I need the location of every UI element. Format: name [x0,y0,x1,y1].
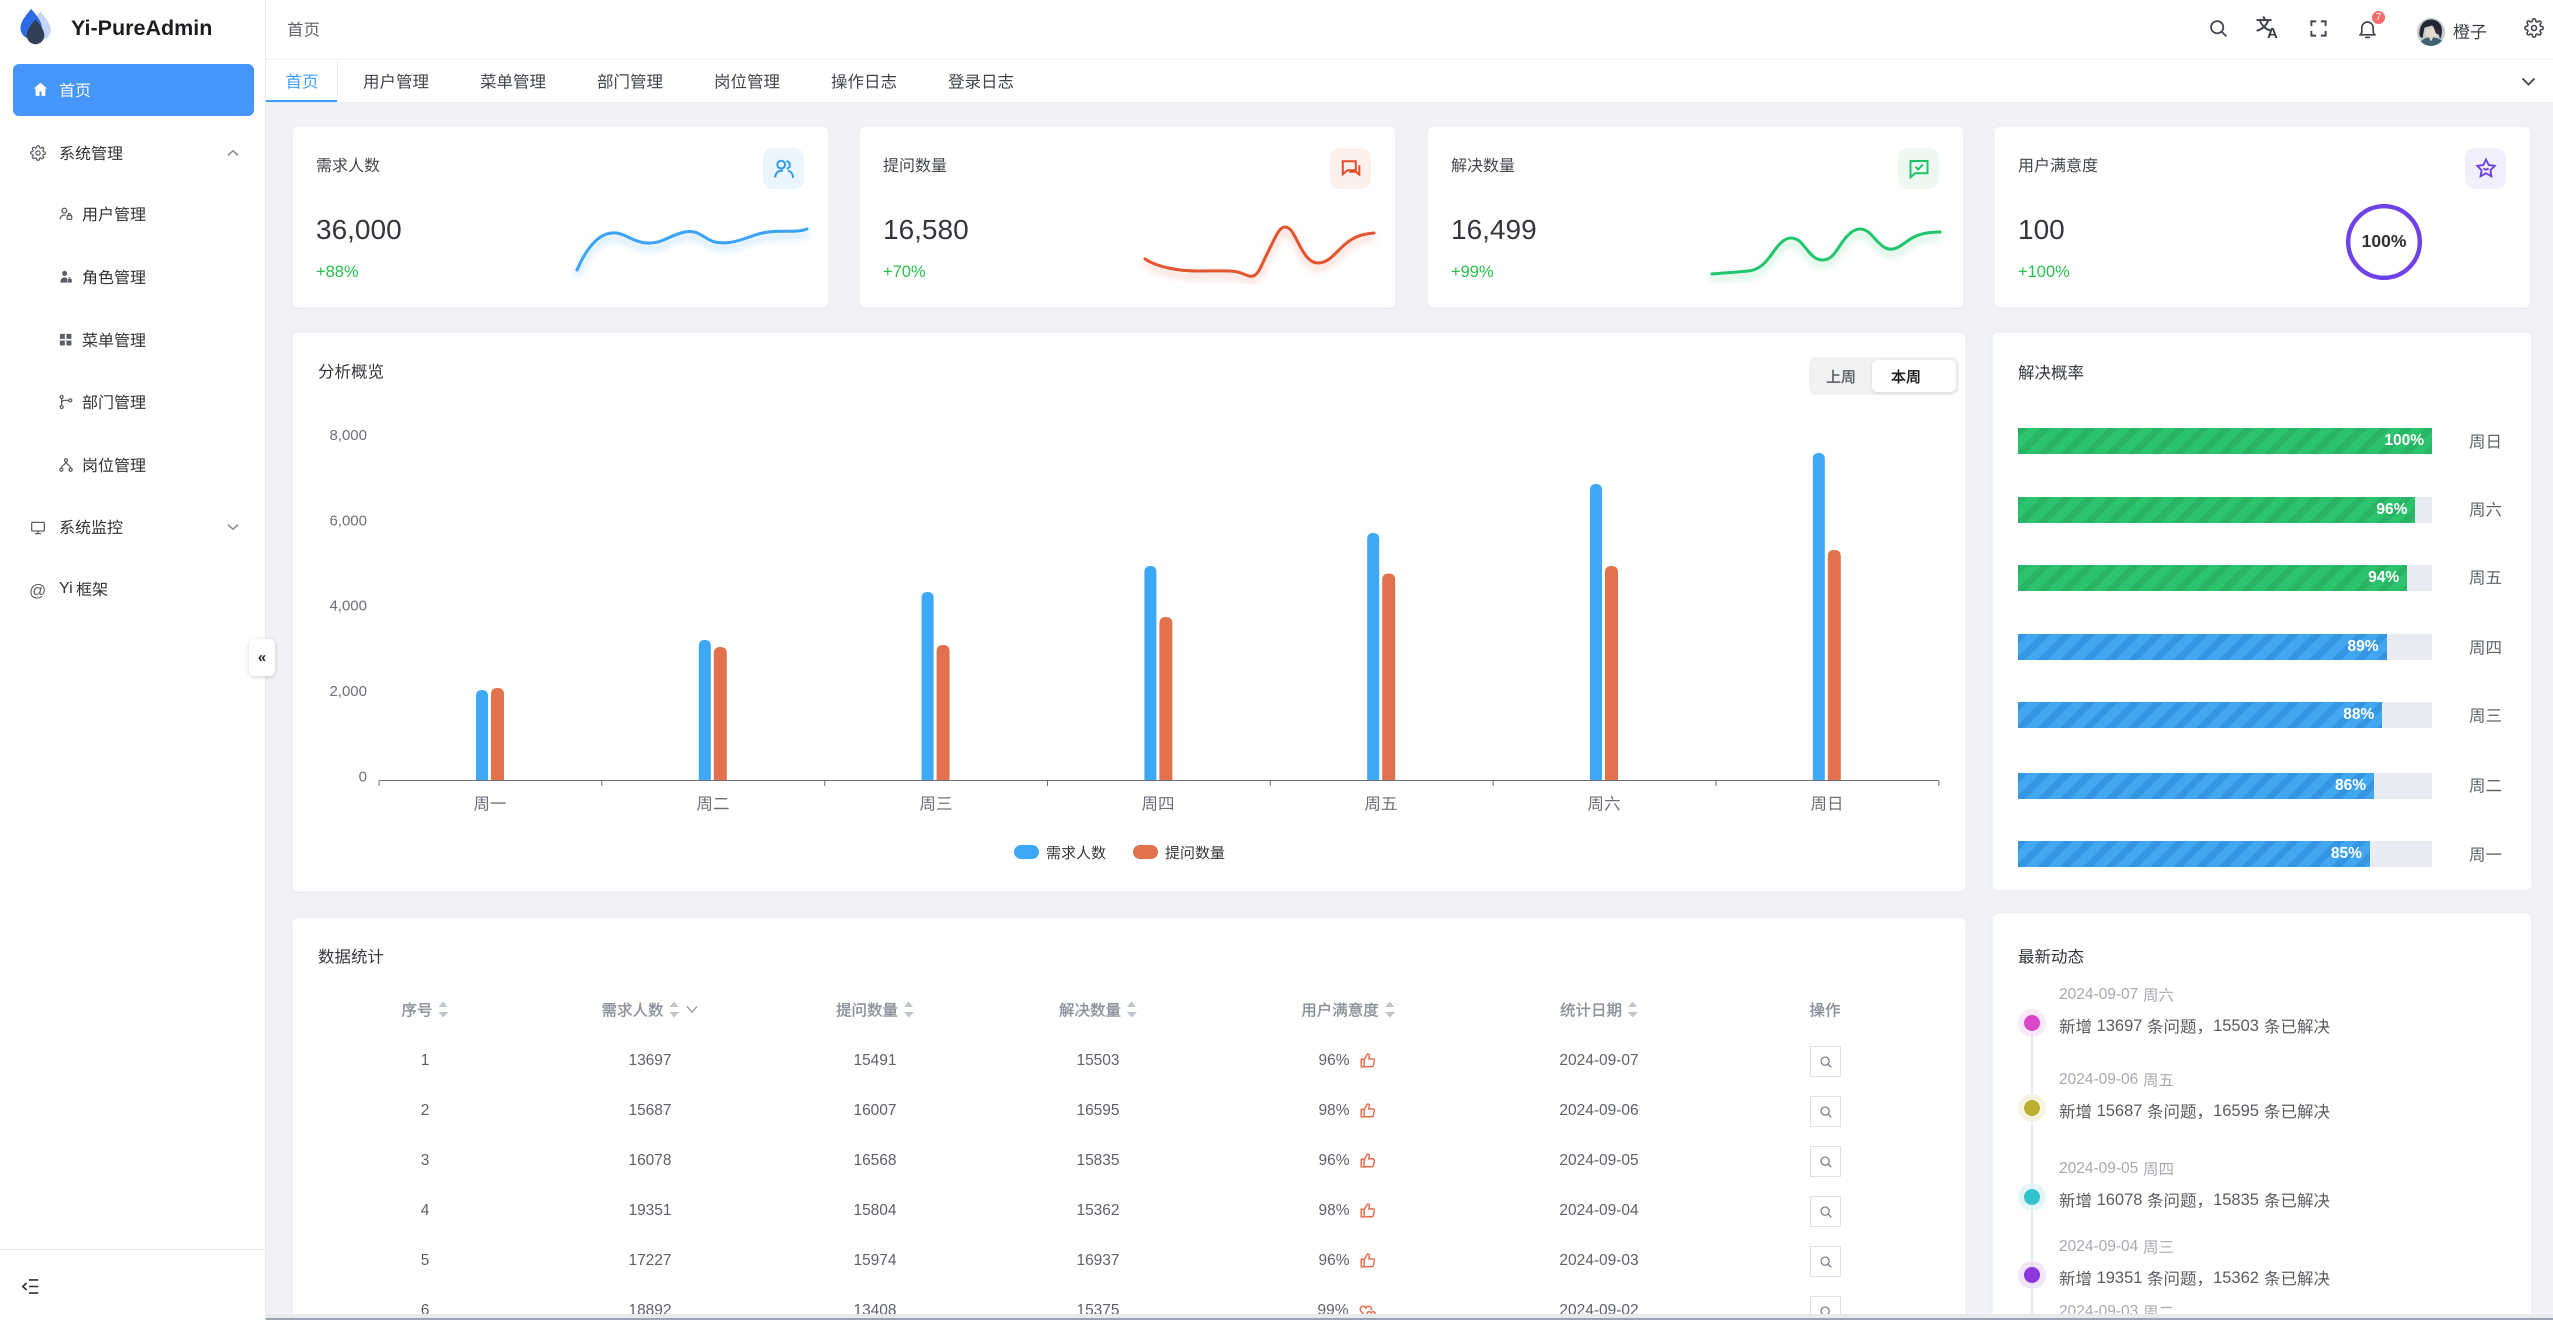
svg-text:0: 0 [359,768,367,785]
svg-text:2,000: 2,000 [329,683,367,700]
svg-text:6,000: 6,000 [329,512,367,529]
svg-text:8,000: 8,000 [329,427,367,444]
svg-text:4,000: 4,000 [329,598,367,615]
